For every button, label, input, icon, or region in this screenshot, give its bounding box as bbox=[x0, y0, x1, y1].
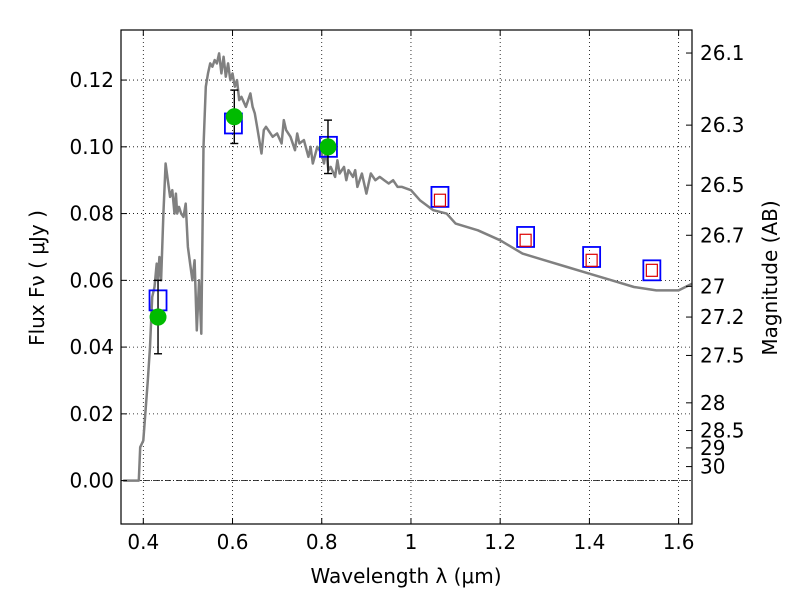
y-tick-label: 0.12 bbox=[69, 68, 114, 92]
observed-point bbox=[149, 308, 167, 326]
right-tick-label: 27.2 bbox=[700, 305, 745, 329]
observed-point bbox=[319, 138, 337, 156]
nir-photometry-square bbox=[645, 263, 658, 277]
model-photometry-square bbox=[582, 246, 602, 268]
model-photometry-square bbox=[430, 185, 450, 208]
y-axis-label-right: Magnitude (AB) bbox=[758, 200, 782, 355]
right-tick-label: 26.5 bbox=[700, 173, 745, 197]
nir-photometry-square bbox=[585, 253, 598, 267]
right-tick-label: 29 bbox=[700, 436, 725, 460]
nir-photometry-square bbox=[519, 233, 532, 247]
x-tick-label: 1.2 bbox=[484, 530, 516, 554]
y-tick-label: 0.04 bbox=[69, 335, 114, 359]
right-tick-label: 28 bbox=[700, 391, 725, 415]
right-tick-label: 27 bbox=[700, 274, 725, 298]
model-photometry-square bbox=[516, 226, 536, 248]
right-tick-label: 26.1 bbox=[700, 41, 745, 65]
y-tick-label: 0.02 bbox=[69, 402, 114, 426]
right-tick-label: 27.5 bbox=[700, 343, 745, 367]
x-tick-label: 0.4 bbox=[127, 530, 159, 554]
axis-ticks: 0.4 0.6 0.8 1 1.2 1.4 1.6 0.00 0.02 0.04 0.06 0.08 0… bbox=[69, 30, 745, 554]
x-tick-label: 0.8 bbox=[306, 530, 338, 554]
grid-lines bbox=[121, 30, 692, 524]
y-axis-label-left: Flux Fν ( μJy ) bbox=[25, 210, 49, 346]
y-tick-label: 0.00 bbox=[69, 469, 114, 493]
data-series bbox=[123, 52, 692, 482]
x-axis-label: Wavelength λ (μm) bbox=[310, 564, 501, 588]
x-tick-label: 1.4 bbox=[573, 530, 605, 554]
x-tick-label: 1 bbox=[405, 530, 418, 554]
nir-photometry-square bbox=[433, 193, 447, 207]
right-tick-label: 28.5 bbox=[700, 419, 745, 443]
observed-point bbox=[225, 108, 243, 126]
x-tick-label: 1.6 bbox=[663, 530, 695, 554]
y-tick-label: 0.10 bbox=[69, 135, 114, 159]
x-tick-label: 0.6 bbox=[217, 530, 249, 554]
right-tick-label: 26.7 bbox=[700, 223, 745, 247]
clipped-series bbox=[123, 52, 692, 482]
plot-frame bbox=[120, 29, 693, 525]
right-tick-label: 30 bbox=[700, 455, 725, 479]
model-sed-line bbox=[123, 52, 692, 482]
y-tick-label: 0.08 bbox=[69, 202, 114, 226]
right-tick-label: 26.3 bbox=[700, 113, 745, 137]
model-photometry-square bbox=[642, 259, 662, 282]
y-tick-label: 0.06 bbox=[69, 268, 114, 292]
